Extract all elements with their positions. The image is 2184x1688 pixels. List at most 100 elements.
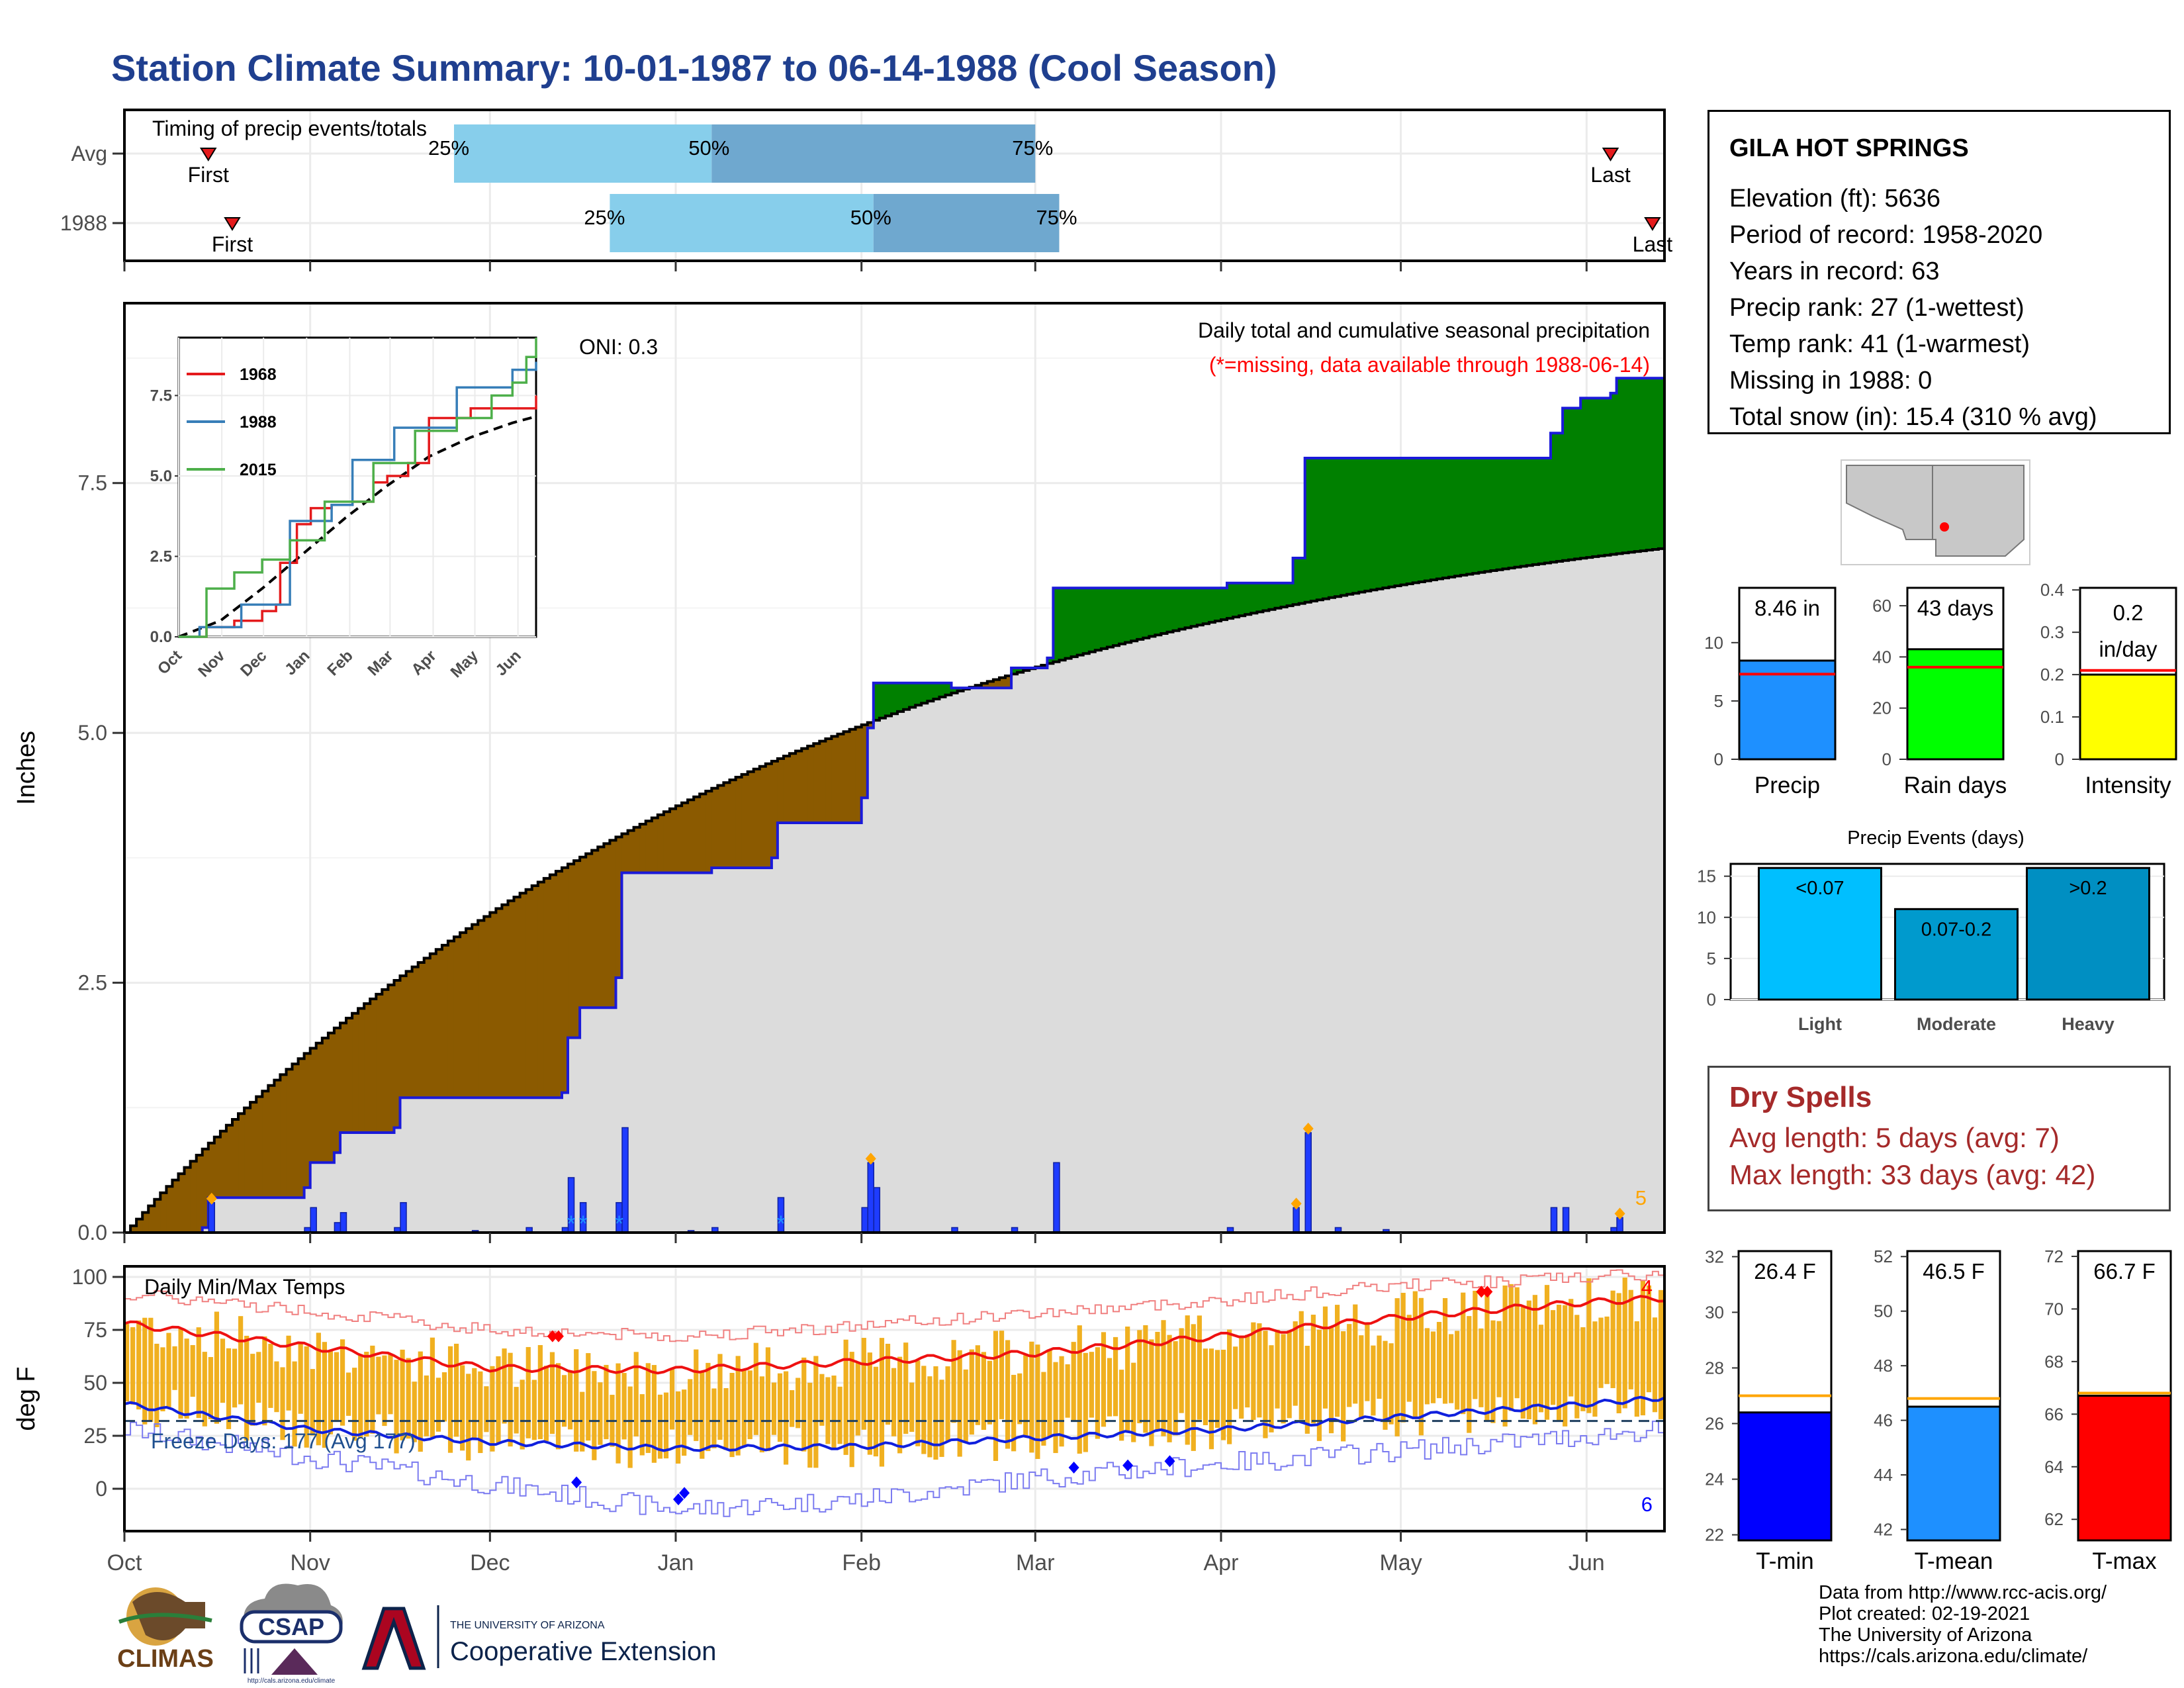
above-normal-area xyxy=(1179,588,1186,630)
events-category-label: Moderate xyxy=(1917,1014,1996,1034)
first-event-label: First xyxy=(212,232,253,256)
below-normal-area xyxy=(723,782,731,868)
above-normal-area xyxy=(1622,378,1629,553)
csap-logo: CSAP http://cals.arizona.edu/climate xyxy=(240,1583,343,1685)
below-normal-area xyxy=(837,733,844,823)
below-normal-area xyxy=(651,818,659,873)
daily-temp-bar xyxy=(729,1372,735,1458)
above-normal-area xyxy=(1610,393,1617,555)
daily-precip-bar xyxy=(1293,1207,1300,1233)
below-normal-area xyxy=(352,1013,359,1133)
below-normal-area xyxy=(705,791,712,873)
below-normal-area xyxy=(819,741,826,823)
below-normal-area xyxy=(232,1119,239,1198)
daily-temp-bar xyxy=(208,1357,213,1419)
below-normal-area xyxy=(280,1074,287,1198)
daily-temp-bar xyxy=(1400,1293,1406,1423)
below-normal-area xyxy=(334,1027,341,1153)
daily-temp-bar xyxy=(328,1350,334,1434)
daily-temp-bar xyxy=(1322,1306,1328,1409)
precip-y-tick-label: 0.0 xyxy=(78,1221,107,1244)
daily-temp-bar xyxy=(1496,1321,1502,1397)
dry-spells-title: Dry Spells xyxy=(1729,1081,1872,1113)
daily-temp-bar xyxy=(304,1346,309,1448)
above-normal-area xyxy=(1563,408,1569,561)
below-normal-area xyxy=(867,722,874,728)
temp-gauge-value-label: 26.4 F xyxy=(1754,1259,1816,1284)
month-tick-label: Jan xyxy=(658,1550,694,1575)
below-normal-area xyxy=(627,830,635,873)
daily-temp-bar xyxy=(292,1361,297,1447)
daily-temp-bar xyxy=(873,1366,879,1457)
daily-temp-bar xyxy=(1592,1321,1598,1417)
credit-university: The University of Arizona xyxy=(1819,1624,2032,1646)
above-normal-area xyxy=(1467,458,1473,575)
below-normal-area xyxy=(771,761,778,858)
below-normal-area xyxy=(184,1167,191,1233)
below-normal-area xyxy=(796,751,802,823)
daily-temp-bar xyxy=(1538,1325,1544,1413)
station-missing: Missing in 1988: 0 xyxy=(1729,367,1933,395)
above-normal-area xyxy=(951,688,958,693)
daily-temp-bar xyxy=(1095,1347,1101,1439)
daily-temp-bar xyxy=(1197,1315,1202,1420)
temp-gauge-tick-label: 64 xyxy=(2044,1457,2064,1477)
precip-events-chart: Precip Events (days) 0 5 10 15 <0.07 Light 0.07… xyxy=(1697,827,2165,1034)
below-normal-area xyxy=(543,878,551,1098)
inset-panel xyxy=(177,336,537,638)
below-normal-area xyxy=(639,823,647,873)
daily-temp-bar xyxy=(1065,1364,1070,1418)
ua-extension-logo: THE UNIVERSITY OF ARIZONA Cooperative Ex… xyxy=(361,1605,716,1670)
record-high-marker xyxy=(553,1330,564,1342)
below-normal-area xyxy=(400,976,407,1098)
above-normal-area xyxy=(1017,668,1024,673)
events-bar xyxy=(1894,908,2019,1001)
below-normal-area xyxy=(298,1058,305,1198)
daily-temp-bar xyxy=(825,1377,831,1444)
csap-url: http://cals.arizona.edu/climate xyxy=(248,1677,336,1685)
daily-temp-bar xyxy=(418,1351,423,1452)
above-normal-area xyxy=(1586,398,1593,558)
record-precip-marker xyxy=(206,1192,217,1205)
below-normal-area xyxy=(130,1225,137,1233)
above-normal-area xyxy=(1155,588,1162,635)
below-normal-area xyxy=(604,843,611,1008)
precip-y-tick-label: 7.5 xyxy=(78,471,107,495)
above-normal-area xyxy=(1616,378,1623,554)
above-normal-area xyxy=(1220,588,1228,620)
daily-temp-bar xyxy=(879,1338,885,1467)
last-event-marker xyxy=(1644,217,1661,231)
temp-gauge-label: T-min xyxy=(1756,1548,1814,1574)
above-normal-area xyxy=(1508,458,1516,569)
station-temp-rank: Temp rank: 41 (1-warmest) xyxy=(1729,330,2030,358)
above-normal-area xyxy=(1185,588,1192,628)
below-normal-area xyxy=(711,788,718,868)
above-normal-area xyxy=(1377,458,1384,589)
daily-temp-bar xyxy=(376,1356,381,1415)
above-normal-area xyxy=(1436,458,1443,579)
timing-bar-q25-q50 xyxy=(610,194,874,252)
below-normal-area xyxy=(460,932,467,1098)
events-bar xyxy=(1758,867,1882,1001)
station-period: Period of record: 1958-2020 xyxy=(1729,221,2043,249)
inset-legend-label: 2015 xyxy=(240,461,277,479)
above-normal-area xyxy=(1532,458,1539,565)
record-low-marker xyxy=(1068,1462,1079,1474)
temp-gauge-tick-label: 46 xyxy=(1874,1411,1893,1430)
below-normal-area xyxy=(676,806,682,873)
above-normal-area xyxy=(1214,588,1222,622)
temp-gauge-tick-label: 22 xyxy=(1705,1525,1724,1545)
daily-temp-bar xyxy=(1167,1335,1172,1442)
daily-temp-bar xyxy=(196,1327,201,1419)
above-normal-area xyxy=(1239,583,1246,616)
events-category-label: Light xyxy=(1798,1014,1842,1034)
above-normal-area xyxy=(1011,668,1018,675)
temp-gauge-tick-label: 50 xyxy=(1874,1301,1893,1321)
daily-temp-bar xyxy=(1113,1336,1118,1417)
record-precip-marker xyxy=(1291,1197,1302,1210)
above-normal-area xyxy=(1640,378,1647,551)
daily-temp-bar xyxy=(657,1394,663,1459)
above-normal-area xyxy=(1077,588,1084,655)
timing-q75-label: 75% xyxy=(1036,206,1077,229)
